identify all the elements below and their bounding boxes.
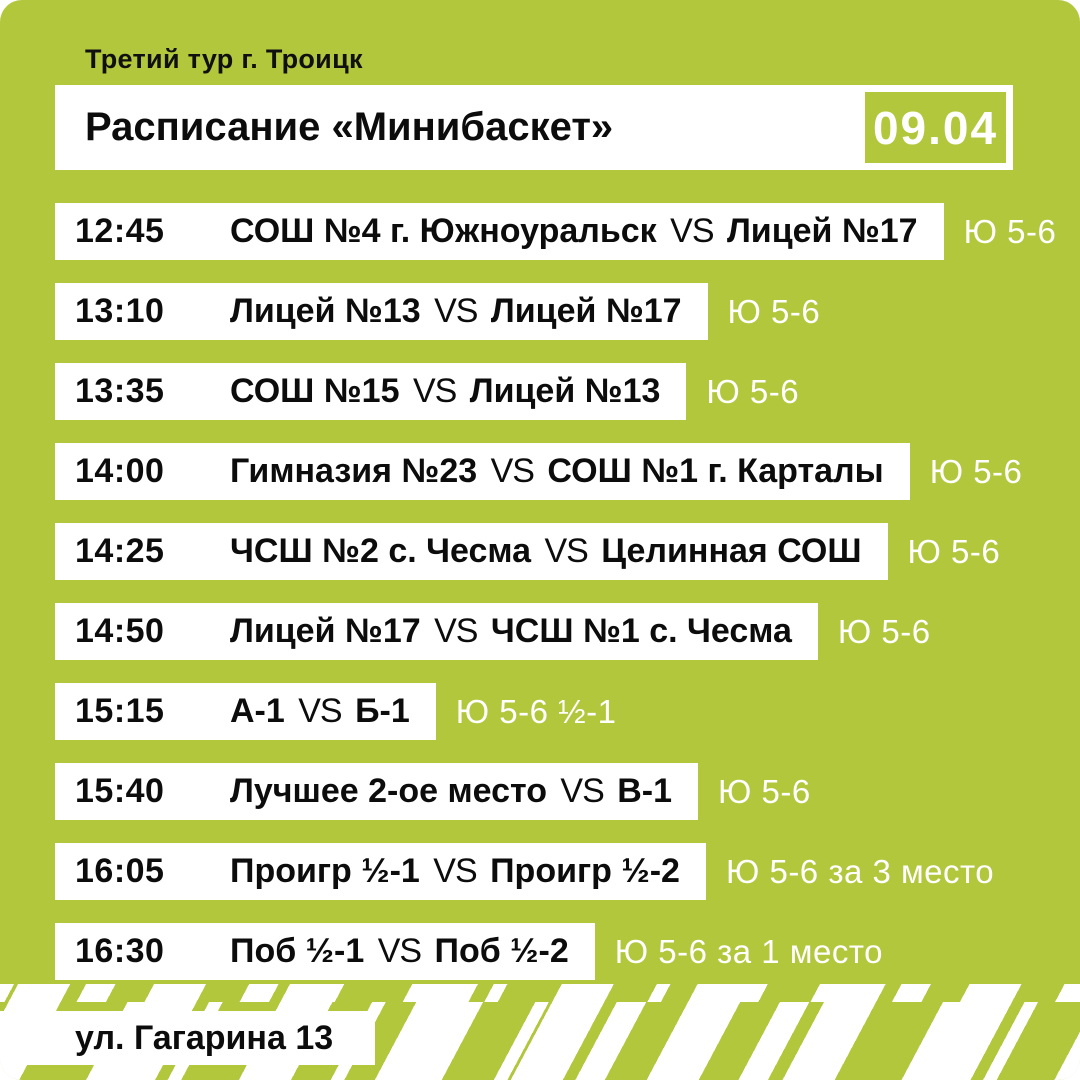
division-label: Ю 5-6 xyxy=(727,292,821,330)
team-a: Проигр ½-1 xyxy=(230,852,420,890)
venue-address: ул. Гагарина 13 xyxy=(75,1019,334,1057)
game-bar: 12:45 СОШ №4 г. Южноуральск VS Лицей №17 xyxy=(55,203,944,260)
game-teams: ЧСШ №2 с. Чесма VS Целинная СОШ xyxy=(230,532,862,571)
team-a: ЧСШ №2 с. Чесма xyxy=(230,532,531,570)
team-a: СОШ №4 г. Южноуральск xyxy=(230,212,657,250)
game-time: 14:00 xyxy=(75,452,165,490)
game-row: 15:40 Лучшее 2-ое место VS В-1 Ю 5-6 xyxy=(55,763,1080,820)
team-b: Лицей №13 xyxy=(469,372,661,410)
team-a: Лицей №13 xyxy=(230,292,421,330)
team-b: В-1 xyxy=(617,772,673,810)
game-bar: 16:05 Проигр ½-1 VS Проигр ½-2 xyxy=(55,843,706,900)
game-teams: СОШ №15 VS Лицей №13 xyxy=(230,372,660,411)
team-b: Проигр ½-2 xyxy=(490,852,680,890)
game-bar: 15:40 Лучшее 2-ое место VS В-1 xyxy=(55,763,699,820)
division-label: Ю 5-6 xyxy=(718,772,811,810)
game-teams: Гимназия №23 VS СОШ №1 г. Карталы xyxy=(230,452,884,491)
game-time: 13:35 xyxy=(75,372,165,410)
game-row: 13:35 СОШ №15 VS Лицей №13 Ю 5-6 xyxy=(55,363,1080,420)
vs-label: VS xyxy=(434,292,478,330)
division-label: Ю 5-6 xyxy=(963,212,1057,250)
footer: ул. Гагарина 13 xyxy=(0,984,1080,1080)
tour-label: Третий тур г. Троицк xyxy=(85,44,363,74)
game-time: 12:45 xyxy=(75,212,165,250)
game-teams: А-1 VS Б-1 xyxy=(230,692,410,731)
vs-label: VS xyxy=(490,452,535,490)
game-row: 16:05 Проигр ½-1 VS Проигр ½-2 Ю 5-6 за … xyxy=(55,843,1080,900)
team-b: Поб ½-2 xyxy=(434,932,569,970)
game-time: 13:10 xyxy=(75,292,165,330)
vs-label: VS xyxy=(670,212,714,250)
game-bar: 16:30 Поб ½-1 VS Поб ½-2 xyxy=(55,923,595,980)
title-bar: Расписание «Минибаскет» 09.04 xyxy=(55,85,1013,170)
division-label: Ю 5-6 ½-1 xyxy=(455,692,617,730)
game-teams: Лицей №13 VS Лицей №17 xyxy=(230,292,682,331)
game-time: 14:25 xyxy=(75,532,165,570)
vs-label: VS xyxy=(377,932,422,970)
team-a: А-1 xyxy=(230,692,285,730)
division-label: Ю 5-6 xyxy=(929,452,1023,490)
division-label: Ю 5-6 xyxy=(706,372,800,410)
division-label: Ю 5-6 за 1 место xyxy=(614,932,883,970)
schedule-rows: 12:45 СОШ №4 г. Южноуральск VS Лицей №17… xyxy=(55,203,1080,1003)
game-teams: Проигр ½-1 VS Проигр ½-2 xyxy=(230,852,680,891)
game-row: 13:10 Лицей №13 VS Лицей №17 Ю 5-6 xyxy=(55,283,1080,340)
game-time: 16:30 xyxy=(75,932,165,970)
game-row: 14:50 Лицей №17 VS ЧСШ №1 с. Чесма Ю 5-6 xyxy=(55,603,1080,660)
game-bar: 13:35 СОШ №15 VS Лицей №13 xyxy=(55,363,687,420)
division-label: Ю 5-6 xyxy=(837,612,931,650)
game-bar: 15:15 А-1 VS Б-1 xyxy=(55,683,436,740)
vs-label: VS xyxy=(433,852,477,890)
game-teams: СОШ №4 г. Южноуральск VS Лицей №17 xyxy=(230,212,918,251)
division-label: Ю 5-6 за 3 место xyxy=(725,852,995,890)
game-teams: Лицей №17 VS ЧСШ №1 с. Чесма xyxy=(230,612,792,651)
team-b: Целинная СОШ xyxy=(601,532,862,570)
address-chip: ул. Гагарина 13 xyxy=(0,1011,375,1065)
game-bar: 13:10 Лицей №13 VS Лицей №17 xyxy=(55,283,708,340)
vs-label: VS xyxy=(544,532,588,570)
game-row: 16:30 Поб ½-1 VS Поб ½-2 Ю 5-6 за 1 мест… xyxy=(55,923,1080,980)
vs-label: VS xyxy=(560,772,604,810)
date-badge: 09.04 xyxy=(865,92,1006,163)
team-a: Поб ½-1 xyxy=(230,932,365,970)
team-a: СОШ №15 xyxy=(230,372,400,410)
team-b: СОШ №1 г. Карталы xyxy=(547,452,884,490)
game-row: 12:45 СОШ №4 г. Южноуральск VS Лицей №17… xyxy=(55,203,1080,260)
team-b: Б-1 xyxy=(355,692,410,730)
team-a: Лицей №17 xyxy=(230,612,421,650)
team-b: ЧСШ №1 с. Чесма xyxy=(490,612,792,650)
game-bar: 14:25 ЧСШ №2 с. Чесма VS Целинная СОШ xyxy=(55,523,888,580)
game-teams: Поб ½-1 VS Поб ½-2 xyxy=(230,932,569,971)
division-label: Ю 5-6 xyxy=(907,532,1001,570)
page-title: Расписание «Минибаскет» xyxy=(85,105,614,149)
game-row: 14:00 Гимназия №23 VS СОШ №1 г. Карталы … xyxy=(55,443,1080,500)
vs-label: VS xyxy=(412,372,457,410)
game-teams: Лучшее 2-ое место VS В-1 xyxy=(230,772,672,811)
vs-label: VS xyxy=(298,692,342,730)
team-a: Лучшее 2-ое место xyxy=(230,772,547,810)
team-a: Гимназия №23 xyxy=(230,452,478,490)
game-time: 15:40 xyxy=(75,772,165,810)
team-b: Лицей №17 xyxy=(490,292,682,330)
game-time: 16:05 xyxy=(75,852,165,890)
team-b: Лицей №17 xyxy=(726,212,918,250)
game-bar: 14:00 Гимназия №23 VS СОШ №1 г. Карталы xyxy=(55,443,910,500)
game-row: 14:25 ЧСШ №2 с. Чесма VS Целинная СОШ Ю … xyxy=(55,523,1080,580)
game-row: 15:15 А-1 VS Б-1 Ю 5-6 ½-1 xyxy=(55,683,1080,740)
game-time: 15:15 xyxy=(75,692,165,730)
game-bar: 14:50 Лицей №17 VS ЧСШ №1 с. Чесма xyxy=(55,603,818,660)
game-time: 14:50 xyxy=(75,612,165,650)
vs-label: VS xyxy=(434,612,478,650)
